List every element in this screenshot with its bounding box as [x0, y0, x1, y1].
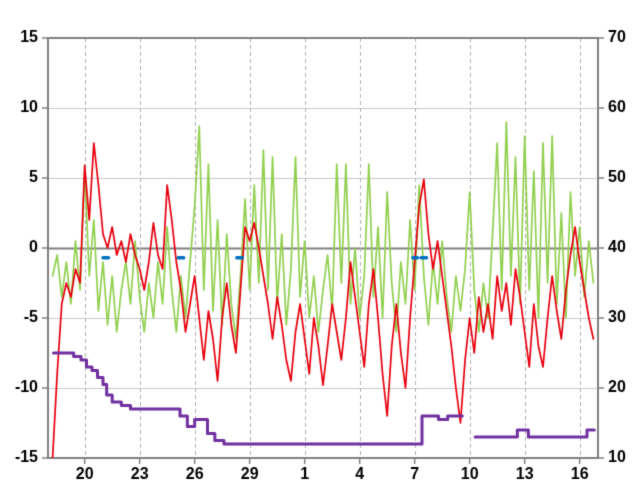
chart-canvas	[0, 0, 636, 501]
weather-chart: 積雪以外 鶴丘 積雪	[0, 0, 636, 501]
